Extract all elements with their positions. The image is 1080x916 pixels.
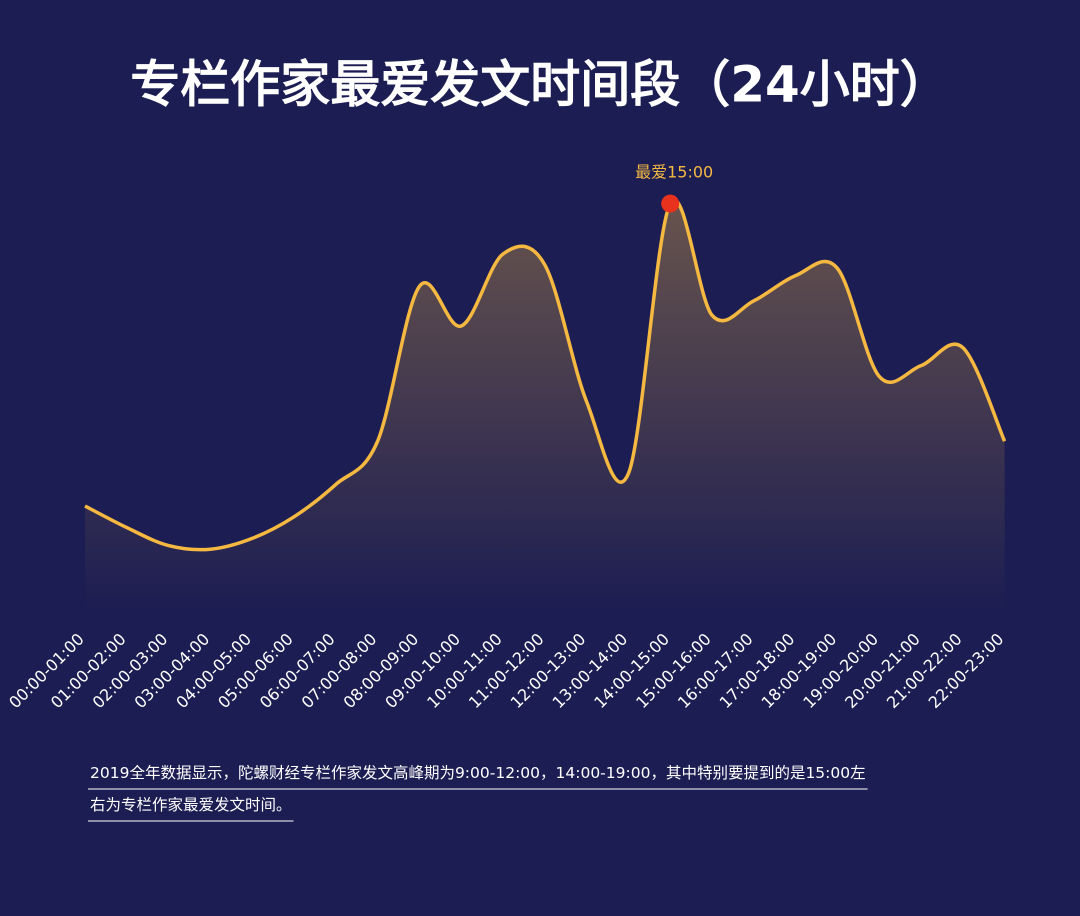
chart-title: 专栏作家最爱发文时间段（24小时） [130, 56, 950, 114]
annotation: 最爱15:00 [635, 163, 713, 182]
line [84, 198, 1007, 552]
note-line: 2019全年数据显示，陀螺财经专栏作家发文高峰期为9:00-12:00，14:0… [90, 764, 866, 782]
highlight-point [661, 194, 680, 213]
area [85, 199, 1005, 610]
note-line: 右为专栏作家最爱发文时间。 [90, 796, 292, 814]
